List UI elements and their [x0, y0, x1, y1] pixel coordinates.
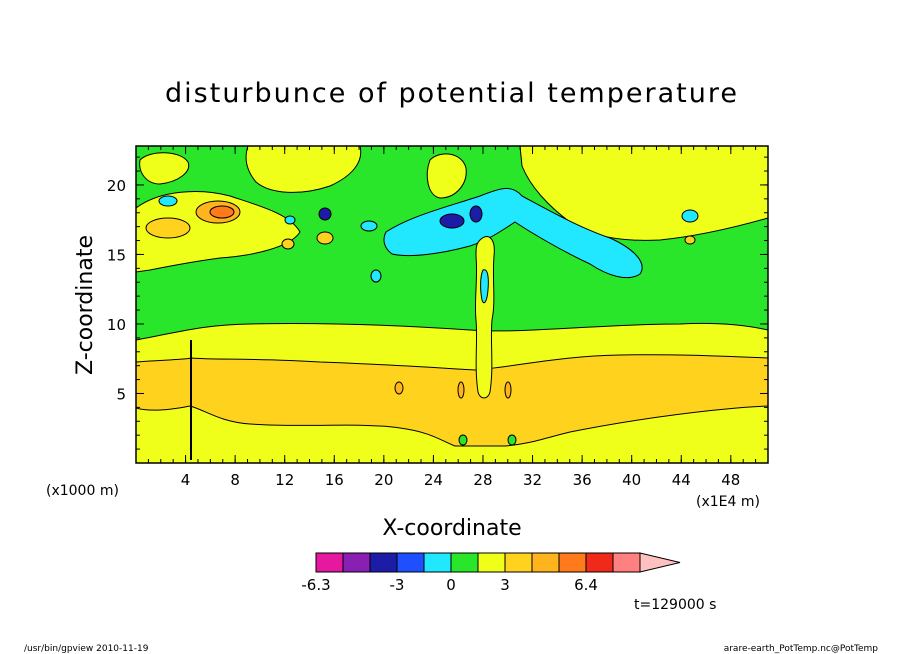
region-cyan-blob-1 [158, 195, 178, 207]
legend-swatch [477, 552, 506, 573]
y-axis-label: Z-coordinate [73, 235, 98, 375]
region-orange-warm-layer [136, 354, 768, 447]
region-yellow-top-right [519, 146, 768, 241]
x-tick-label: 28 [473, 471, 492, 489]
y-tick-label: 10 [107, 316, 126, 334]
y-tick-label: 5 [116, 385, 126, 403]
region-yellow-top-center [426, 153, 467, 199]
time-label: t=129000 s [634, 597, 716, 613]
region-cyan-blob-3 [370, 269, 382, 283]
region-central-plume-core [480, 269, 489, 304]
legend-label: -3 [390, 576, 405, 594]
x-tick-label: 32 [523, 471, 542, 489]
x-tick-label: 12 [275, 471, 294, 489]
region-yellow-upper-left [136, 191, 301, 273]
legend-arrow [639, 552, 681, 573]
x-unit-left: (x1000 m) [46, 483, 119, 499]
region-orange-blob-4 [281, 238, 295, 250]
region-yellow-top-middle [245, 146, 362, 193]
footer-left: /usr/bin/gpview 2010-11-19 [24, 644, 149, 654]
legend-swatch [585, 552, 614, 573]
region-red-blob [209, 205, 235, 219]
footer-right: arare-earth_PotTemp.nc@PotTemp [724, 644, 879, 654]
x-tick-label: 36 [573, 471, 592, 489]
legend-swatch [423, 552, 452, 573]
region-orange-blob-3 [316, 231, 334, 245]
chart-title: disturbunce of potential temperature [165, 78, 739, 109]
legend-label: 6.4 [574, 576, 598, 594]
region-orange-blob-5 [684, 235, 696, 245]
region-cyan-blob-4 [360, 220, 378, 232]
region-green-blob-2 [507, 434, 517, 446]
region-cyan-cool-band [383, 188, 643, 279]
region-central-plume [474, 236, 495, 399]
legend-swatch [504, 552, 533, 573]
x-tick-label: 20 [374, 471, 393, 489]
region-blue-core-1 [439, 213, 465, 229]
color-legend: -6.3 -3 0 3 6.4 [301, 552, 681, 594]
region-orange-blob-7 [457, 381, 465, 399]
x-tick-label: 40 [622, 471, 641, 489]
region-yellow-top-left [139, 152, 190, 185]
region-orange-blob-2 [145, 217, 191, 239]
region-blue-core-3 [318, 207, 332, 221]
legend-swatch [369, 552, 398, 573]
region-cyan-blob-2 [681, 209, 699, 223]
legend-swatch [612, 552, 641, 573]
legend-swatch [450, 552, 479, 573]
legend-label: 0 [446, 576, 456, 594]
plot-frame [135, 145, 769, 464]
y-tick-label: 20 [107, 177, 126, 195]
region-orange-blob-8 [504, 381, 512, 399]
x-tick-label: 44 [672, 471, 691, 489]
legend-swatch [558, 552, 587, 573]
x-tick-label: 16 [325, 471, 344, 489]
x-tick-label: 8 [230, 471, 240, 489]
x-tick-label: 48 [721, 471, 740, 489]
legend-label: 3 [500, 576, 510, 594]
legend-label: -6.3 [301, 576, 330, 594]
region-cyan-blob-5 [284, 215, 296, 225]
x-tick-label: 24 [424, 471, 443, 489]
legend-swatch [531, 552, 560, 573]
y-tick-label: 15 [107, 246, 126, 264]
legend-swatch [396, 552, 425, 573]
region-blue-core-2 [469, 205, 483, 223]
plot-area [136, 146, 768, 463]
x-axis-label: X-coordinate [382, 516, 521, 541]
legend-swatch [315, 552, 344, 573]
legend-swatch [342, 552, 371, 573]
x-unit-right: (x1E4 m) [696, 494, 760, 510]
x-tick-label: 4 [181, 471, 191, 489]
region-green-blob-1 [458, 434, 468, 446]
region-orange-blob-6 [394, 381, 404, 395]
